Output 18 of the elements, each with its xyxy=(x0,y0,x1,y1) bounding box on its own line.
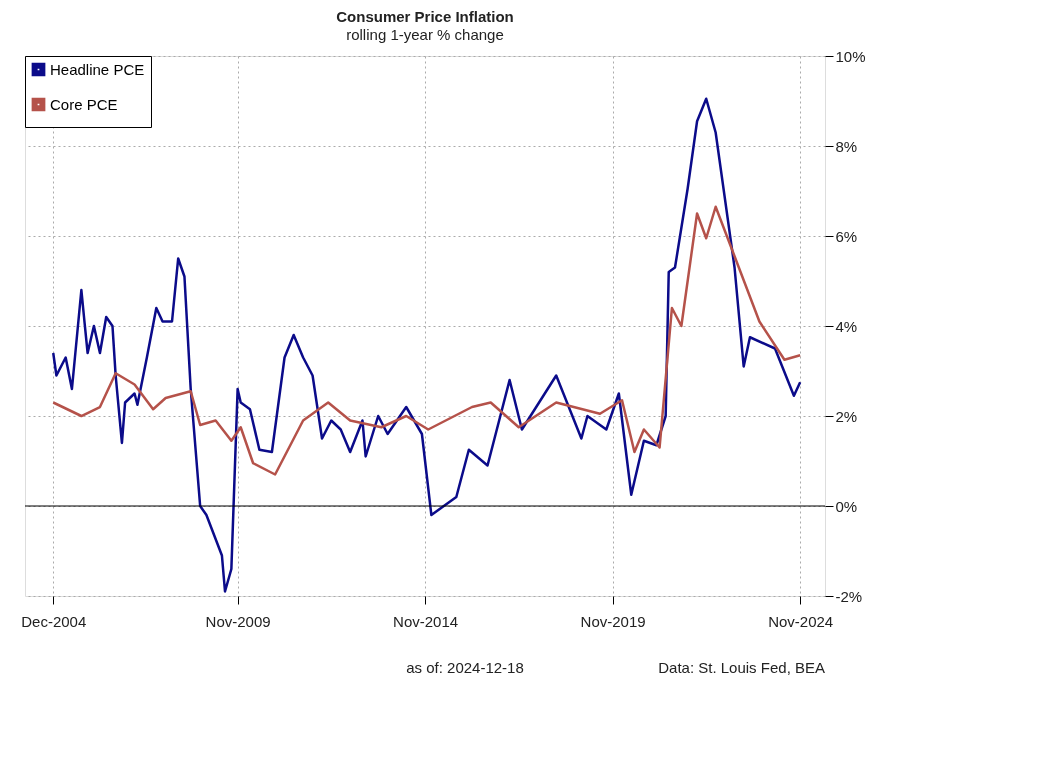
y-tick-label: 4% xyxy=(835,317,858,335)
y-tick-label: 10% xyxy=(835,47,866,65)
text: as of: 2024-12-18 xyxy=(406,659,524,676)
x-tick-label: Dec-2004 xyxy=(21,612,87,630)
text: Data: St. Louis Fed, BEA xyxy=(658,659,825,676)
y-tick-label: -2% xyxy=(835,587,863,605)
y-tick-label: 2% xyxy=(835,407,858,425)
x-tick-label: Nov-2014 xyxy=(393,612,459,630)
legend-label: Core PCE xyxy=(50,95,118,113)
y-tick-label: 6% xyxy=(835,227,858,245)
legend-label: Headline PCE xyxy=(50,60,145,78)
x-tick-label: Nov-2019 xyxy=(580,612,646,630)
chart-title: Consumer Price Inflation xyxy=(336,8,514,25)
y-tick-label: 0% xyxy=(835,497,858,515)
x-tick-label: Nov-2024 xyxy=(768,612,834,630)
y-tick-label: 8% xyxy=(835,137,858,155)
chart-subtitle: rolling 1-year % change xyxy=(346,26,504,43)
x-tick-label: Nov-2009 xyxy=(205,612,271,630)
